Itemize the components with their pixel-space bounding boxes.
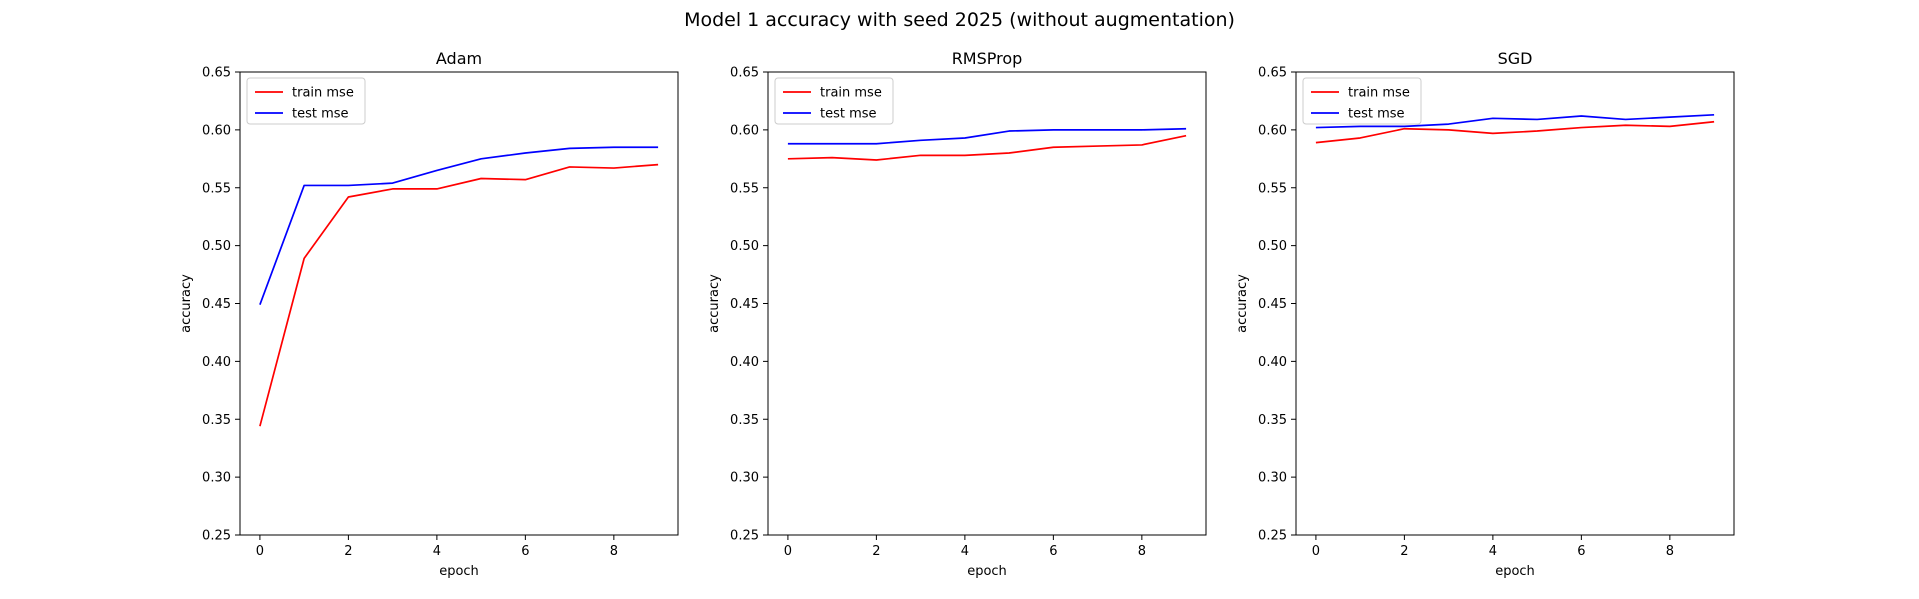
x-axis-label: epoch: [439, 564, 479, 579]
x-tick-label: 0: [784, 544, 792, 559]
y-tick-label: 0.60: [202, 123, 231, 138]
x-axis-label: epoch: [1495, 564, 1535, 579]
y-tick-label: 0.35: [202, 413, 231, 428]
y-tick-label: 0.55: [730, 181, 759, 196]
y-tick-label: 0.30: [202, 471, 231, 486]
axes-frame: [767, 71, 1207, 536]
x-tick-label: 2: [344, 544, 352, 559]
x-tick-label: 8: [1666, 544, 1674, 559]
x-tick-label: 4: [1489, 544, 1497, 559]
y-tick-label: 0.45: [1258, 297, 1287, 312]
y-tick-label: 0.65: [1258, 66, 1287, 81]
y-tick-label: 0.65: [202, 66, 231, 81]
x-tick-label: 2: [872, 544, 880, 559]
x-tick-label: 8: [610, 544, 618, 559]
y-tick-label: 0.55: [1258, 181, 1287, 196]
y-tick-label: 0.45: [730, 297, 759, 312]
y-axis-label: accuracy: [707, 274, 722, 333]
x-tick-label: 6: [521, 544, 529, 559]
legend-label: train mse: [1348, 86, 1410, 101]
y-tick-label: 0.55: [202, 181, 231, 196]
y-tick-label: 0.25: [202, 529, 231, 544]
x-tick-label: 4: [961, 544, 969, 559]
subplot-title: SGD: [1498, 49, 1533, 68]
y-tick-label: 0.60: [1258, 123, 1287, 138]
y-tick-label: 0.25: [730, 529, 759, 544]
x-tick-label: 6: [1577, 544, 1585, 559]
y-tick-label: 0.30: [1258, 471, 1287, 486]
series-line-test-mse: [1315, 113, 1715, 129]
y-tick-label: 0.40: [202, 355, 231, 370]
y-tick-label: 0.25: [1258, 529, 1287, 544]
y-tick-label: 0.40: [1258, 355, 1287, 370]
y-tick-label: 0.35: [1258, 413, 1287, 428]
subplots: Adam 0 2 4 6 8 0.25 0.30 0.35 0.40 0.45 0.50 0.55 0.6…: [179, 49, 1735, 579]
subplot-adam: Adam 0 2 4 6 8 0.25 0.30 0.35 0.40 0.45 0.50 0.55 0.6…: [179, 49, 679, 579]
y-axis-label: accuracy: [1235, 274, 1250, 333]
series-line-train-mse: [259, 163, 659, 427]
axes-frame: [239, 71, 679, 536]
axes-frame: [1295, 71, 1735, 536]
y-tick-label: 0.45: [202, 297, 231, 312]
legend: train mse test mse: [774, 77, 894, 125]
y-tick-label: 0.65: [730, 66, 759, 81]
subplot-rmsprop: RMSProp 0 2 4 6 8 0.25 0.30 0.35 0.40 0.45 0.50 0.55…: [707, 49, 1207, 579]
series-line-test-mse: [787, 127, 1187, 145]
legend: train mse test mse: [1302, 77, 1422, 125]
legend: train mse test mse: [246, 77, 366, 125]
series-line-test-mse: [259, 146, 659, 305]
y-tick-label: 0.60: [730, 123, 759, 138]
legend-label: test mse: [820, 107, 877, 122]
y-axis-label: accuracy: [179, 274, 194, 333]
legend-label: test mse: [1348, 107, 1405, 122]
series-line-train-mse: [1315, 120, 1715, 144]
legend-label: train mse: [292, 86, 354, 101]
x-tick-label: 4: [433, 544, 441, 559]
legend-label: test mse: [292, 107, 349, 122]
figure-title: Model 1 accuracy with seed 2025 (without…: [684, 9, 1235, 31]
legend-label: train mse: [820, 86, 882, 101]
x-tick-label: 0: [1312, 544, 1320, 559]
subplot-title: Adam: [436, 49, 482, 68]
y-tick-label: 0.40: [730, 355, 759, 370]
x-tick-label: 0: [256, 544, 264, 559]
y-tick-label: 0.50: [1258, 239, 1287, 254]
x-tick-label: 6: [1049, 544, 1057, 559]
y-tick-label: 0.50: [202, 239, 231, 254]
subplot-sgd: SGD 0 2 4 6 8 0.25 0.30 0.35 0.40 0.45 0.50 0.55 0.60…: [1235, 49, 1735, 579]
x-axis-label: epoch: [967, 564, 1007, 579]
y-tick-label: 0.30: [730, 471, 759, 486]
y-tick-label: 0.50: [730, 239, 759, 254]
subplot-title: RMSProp: [952, 49, 1023, 68]
y-tick-label: 0.35: [730, 413, 759, 428]
series-line-train-mse: [787, 134, 1187, 161]
x-tick-label: 2: [1400, 544, 1408, 559]
x-tick-label: 8: [1138, 544, 1146, 559]
